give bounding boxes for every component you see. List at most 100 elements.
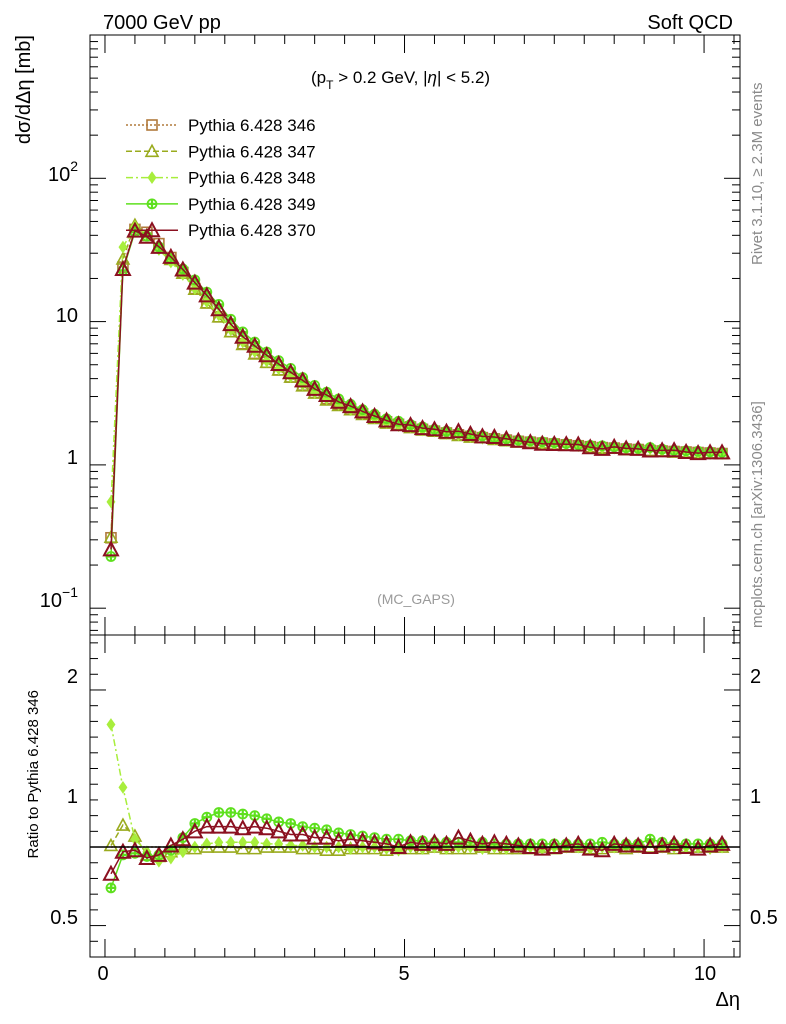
legend-label: Pythia 6.428 348 bbox=[188, 169, 316, 188]
data-point bbox=[162, 247, 180, 264]
data-point bbox=[689, 444, 707, 461]
legend-label: Pythia 6.428 349 bbox=[188, 195, 316, 214]
data-point bbox=[114, 259, 132, 277]
x-tick-label-0: 0 bbox=[97, 963, 108, 985]
ratio-panel-frame bbox=[89, 634, 741, 958]
data-point bbox=[317, 385, 336, 403]
data-point bbox=[521, 433, 539, 450]
marker-cross bbox=[225, 807, 236, 818]
series-p346 bbox=[105, 223, 728, 544]
data-point bbox=[629, 439, 647, 456]
data-point bbox=[317, 828, 336, 845]
x-tick-label-5: 5 bbox=[398, 963, 409, 985]
data-point bbox=[293, 825, 312, 842]
data-point bbox=[143, 221, 161, 238]
data-point bbox=[150, 237, 168, 254]
data-point bbox=[665, 834, 683, 851]
data-point bbox=[557, 435, 575, 452]
data-point bbox=[461, 424, 480, 441]
data-point bbox=[641, 441, 659, 458]
data-point bbox=[473, 427, 492, 444]
y-tick-label-0.1: 10−1 bbox=[40, 584, 78, 612]
data-point bbox=[377, 411, 396, 428]
data-point bbox=[237, 808, 249, 820]
series-line bbox=[110, 230, 723, 557]
data-point bbox=[341, 396, 360, 414]
data-point bbox=[286, 839, 296, 852]
data-point bbox=[174, 260, 192, 277]
data-point bbox=[701, 443, 719, 460]
data-point bbox=[118, 240, 128, 254]
data-point bbox=[114, 842, 132, 859]
y-tick-label-1: 1 bbox=[67, 447, 78, 469]
data-point bbox=[593, 439, 611, 456]
ratio-y-axis-title: Ratio to Pythia 6.428 346 bbox=[25, 690, 42, 858]
legend: Pythia 6.428 346 Pythia 6.428 347 Pythia 6… bbox=[126, 116, 316, 240]
y-tick-label-100: 102 bbox=[48, 158, 78, 186]
series-line bbox=[110, 228, 723, 538]
data-point bbox=[174, 830, 192, 847]
data-point bbox=[401, 833, 420, 850]
data-point bbox=[146, 198, 158, 210]
data-point bbox=[593, 841, 611, 858]
data-point bbox=[473, 834, 492, 851]
data-point bbox=[235, 840, 251, 855]
data-point bbox=[329, 392, 348, 409]
series-p347 bbox=[103, 217, 730, 543]
data-point bbox=[305, 828, 324, 845]
data-point bbox=[653, 836, 671, 853]
data-point bbox=[147, 171, 157, 184]
data-point bbox=[677, 442, 695, 460]
data-point bbox=[485, 427, 504, 444]
data-point bbox=[105, 882, 117, 894]
ratio-y-tick-label-2: 2 bbox=[67, 666, 78, 688]
data-point bbox=[115, 817, 131, 831]
data-point bbox=[353, 402, 372, 419]
data-point bbox=[425, 420, 444, 437]
main-series-layer bbox=[102, 217, 731, 562]
header-right-label: Soft QCD bbox=[647, 12, 733, 34]
data-point bbox=[186, 273, 204, 290]
data-point bbox=[150, 845, 168, 862]
data-point bbox=[118, 780, 128, 794]
marker-cross bbox=[453, 837, 464, 848]
series-line bbox=[110, 225, 723, 502]
data-point bbox=[258, 819, 276, 836]
legend-item-p349: Pythia 6.428 349 bbox=[126, 195, 316, 214]
data-point bbox=[617, 439, 635, 456]
data-point bbox=[713, 834, 731, 851]
data-point bbox=[146, 119, 158, 131]
data-point bbox=[178, 845, 188, 859]
rivet-version-label: Rivet 3.1.10, ≥ 2.3M events bbox=[749, 83, 766, 266]
data-point bbox=[102, 540, 120, 557]
data-point bbox=[246, 336, 264, 353]
ratio-line bbox=[110, 811, 722, 889]
data-point bbox=[437, 422, 456, 439]
data-point bbox=[437, 834, 456, 851]
ratio-series-layer bbox=[102, 718, 731, 894]
data-point bbox=[365, 406, 384, 423]
data-point bbox=[162, 836, 180, 853]
data-point bbox=[485, 833, 504, 850]
data-point bbox=[617, 836, 635, 853]
ratio-line bbox=[110, 825, 723, 875]
data-point bbox=[198, 286, 216, 303]
marker-cross bbox=[105, 551, 116, 562]
data-point bbox=[605, 834, 623, 851]
x-tick-label-10: 10 bbox=[694, 963, 716, 985]
data-point bbox=[377, 834, 396, 851]
marker-cross bbox=[105, 882, 116, 893]
data-point bbox=[222, 314, 240, 332]
data-point bbox=[449, 828, 468, 845]
data-point bbox=[497, 429, 516, 446]
data-point bbox=[305, 379, 324, 396]
data-point bbox=[389, 415, 408, 432]
data-point bbox=[653, 441, 671, 458]
data-point bbox=[258, 346, 276, 363]
data-point bbox=[282, 363, 300, 380]
data-point bbox=[533, 434, 551, 451]
data-point bbox=[605, 437, 623, 454]
data-point bbox=[701, 836, 719, 853]
data-point bbox=[282, 825, 300, 842]
